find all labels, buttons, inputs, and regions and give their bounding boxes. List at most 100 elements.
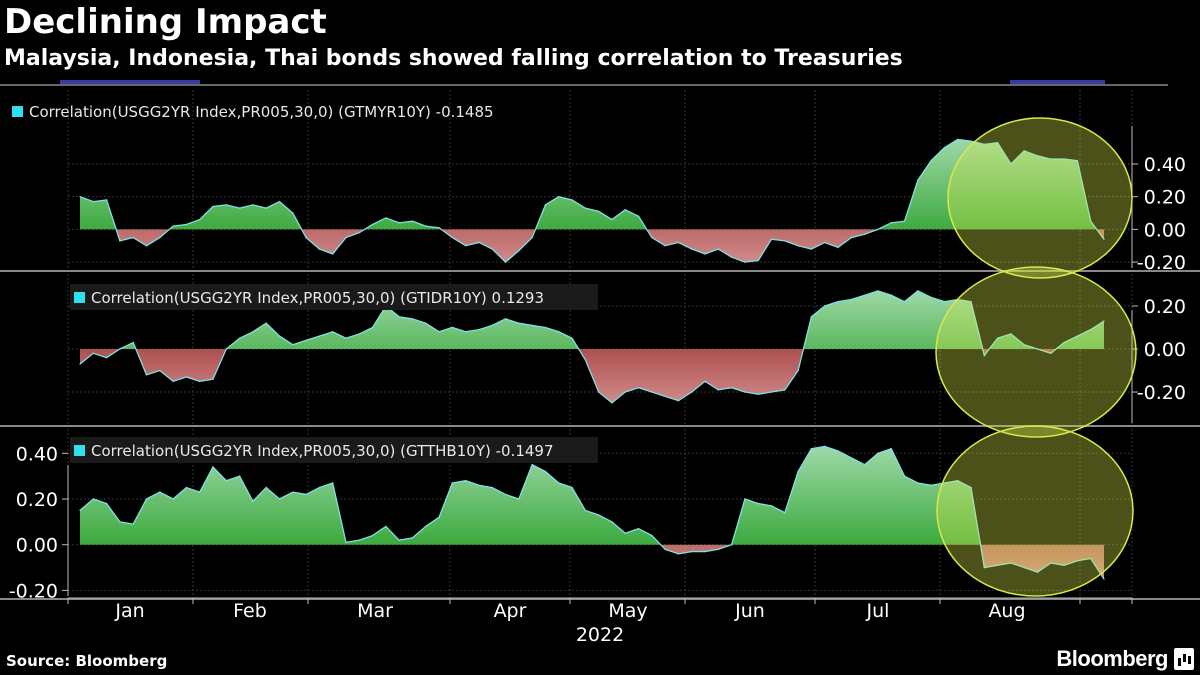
- y-tick-label: -0.20: [9, 580, 58, 602]
- data-point: [158, 236, 161, 239]
- data-point: [730, 543, 733, 546]
- data-point: [557, 482, 560, 484]
- correlation-line: [79, 138, 1105, 263]
- data-point: [983, 354, 986, 357]
- data-point: [597, 514, 600, 516]
- correlation-panel-2: 0.20 0.00 -0.20 Correlation(USGG2YR Index,P…: [0, 266, 1200, 438]
- data-point: [145, 374, 148, 376]
- positive-area: [80, 290, 1104, 349]
- data-point: [557, 195, 560, 198]
- data-point: [784, 511, 786, 514]
- data-point: [518, 249, 520, 252]
- data-point: [584, 509, 587, 512]
- data-point: [637, 386, 640, 389]
- data-point: [797, 369, 799, 372]
- data-point: [398, 315, 400, 318]
- y-tick-label: 0.00: [1144, 339, 1186, 361]
- data-point: [1089, 220, 1092, 223]
- data-point: [970, 486, 972, 489]
- data-point: [903, 220, 906, 223]
- data-point: [291, 491, 294, 493]
- data-point: [504, 318, 507, 320]
- correlation-line: [79, 290, 1105, 404]
- x-tick-label: Jun: [734, 600, 765, 622]
- data-point: [557, 330, 560, 333]
- data-point: [79, 363, 81, 365]
- data-point: [198, 380, 201, 383]
- data-point: [704, 253, 706, 255]
- data-point: [983, 566, 986, 569]
- data-point: [531, 324, 533, 327]
- data-point: [571, 486, 573, 489]
- data-point: [371, 534, 374, 537]
- data-point: [411, 318, 414, 320]
- data-point: [890, 447, 893, 450]
- data-point: [584, 207, 587, 209]
- y-tick-label: 0.40: [1144, 154, 1186, 176]
- data-point: [850, 457, 853, 459]
- data-point: [278, 200, 281, 203]
- negative-area: [660, 544, 1104, 579]
- data-point: [597, 210, 600, 213]
- data-point: [837, 450, 839, 452]
- data-point: [704, 380, 706, 383]
- data-point: [730, 256, 733, 258]
- data-point: [890, 294, 893, 297]
- data-point: [757, 502, 760, 505]
- data-point: [664, 548, 666, 551]
- data-point: [544, 326, 547, 329]
- data-point: [464, 479, 467, 482]
- data-point: [996, 141, 999, 144]
- data-point: [956, 479, 959, 482]
- y-tick-label: 0.20: [1144, 187, 1186, 209]
- x-tick-label: Aug: [988, 600, 1025, 622]
- y-tick-label: -0.20: [1137, 252, 1186, 274]
- legend-background: [70, 284, 598, 310]
- data-point: [212, 466, 214, 468]
- data-point: [212, 205, 214, 208]
- data-point: [810, 248, 813, 250]
- x-tick-label: May: [608, 600, 647, 622]
- data-point: [478, 484, 480, 487]
- data-point: [637, 527, 640, 530]
- data-point: [158, 369, 161, 372]
- data-point: [571, 199, 573, 201]
- legend-marker: [74, 445, 85, 456]
- data-point: [385, 525, 387, 528]
- data-point: [345, 337, 347, 340]
- data-point: [1063, 158, 1065, 160]
- data-point: [717, 248, 720, 250]
- data-point: [1036, 155, 1039, 157]
- y-tick-label: 0.40: [16, 443, 58, 465]
- data-point: [850, 236, 853, 239]
- data-point: [1063, 564, 1065, 567]
- data-point: [651, 534, 653, 537]
- data-point: [1023, 566, 1026, 569]
- data-point: [305, 236, 307, 239]
- data-point: [1076, 559, 1079, 562]
- data-point: [943, 300, 946, 303]
- data-point: [318, 486, 321, 489]
- data-point: [79, 509, 81, 512]
- data-point: [238, 207, 241, 209]
- data-point: [757, 259, 760, 262]
- data-point: [331, 482, 334, 484]
- data-point: [917, 482, 919, 484]
- header-band-mark: [60, 80, 200, 84]
- data-point: [491, 248, 494, 250]
- data-point: [877, 228, 879, 231]
- data-point: [265, 207, 267, 209]
- data-point: [424, 322, 427, 324]
- data-point: [225, 348, 228, 350]
- data-point: [611, 521, 613, 523]
- data-point: [291, 212, 294, 214]
- data-point: [438, 516, 440, 519]
- data-point: [172, 380, 174, 383]
- data-point: [265, 322, 267, 324]
- data-point: [504, 261, 507, 263]
- data-point: [970, 300, 972, 303]
- data-point: [784, 389, 786, 391]
- data-point: [677, 553, 680, 555]
- data-point: [371, 223, 374, 226]
